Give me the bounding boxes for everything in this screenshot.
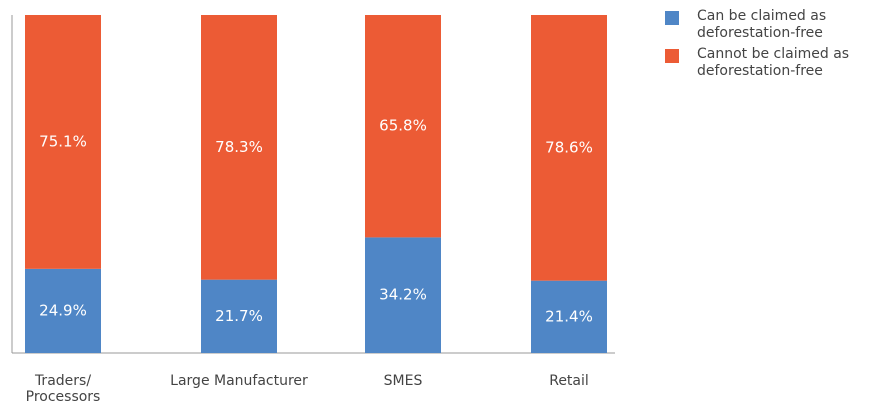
bar-segment <box>531 15 607 281</box>
legend-swatch <box>665 49 679 63</box>
bar-segment <box>201 279 277 353</box>
legend-item: Can be claimed as deforestation-free <box>665 8 865 42</box>
bar-segment <box>531 280 607 353</box>
data-label: 65.8% <box>379 117 427 135</box>
bar-segment <box>365 237 441 353</box>
x-tick-label: Traders/ Processors <box>25 373 101 405</box>
data-label: 21.7% <box>215 307 263 325</box>
x-tick-label: Retail <box>549 373 589 389</box>
bar-segment <box>25 15 101 269</box>
data-label: 21.4% <box>545 307 593 325</box>
data-label: 78.6% <box>545 138 593 156</box>
legend-item: Cannot be claimed as deforestation-free <box>665 46 865 80</box>
data-label: 34.2% <box>379 286 427 304</box>
x-tick-label: SMES <box>383 373 423 389</box>
data-label: 78.3% <box>215 138 263 156</box>
data-label: 24.9% <box>39 301 87 319</box>
legend-label: Can be claimed as deforestation-free <box>697 8 827 41</box>
bar-segment <box>365 15 441 238</box>
data-label: 75.1% <box>39 132 87 150</box>
bar-segment <box>201 15 277 280</box>
legend-swatch <box>665 11 679 25</box>
x-tick-label: Large Manufacturer <box>170 373 308 389</box>
bar-segment <box>25 268 101 353</box>
legend-label: Cannot be claimed as deforestation-free <box>697 46 850 79</box>
